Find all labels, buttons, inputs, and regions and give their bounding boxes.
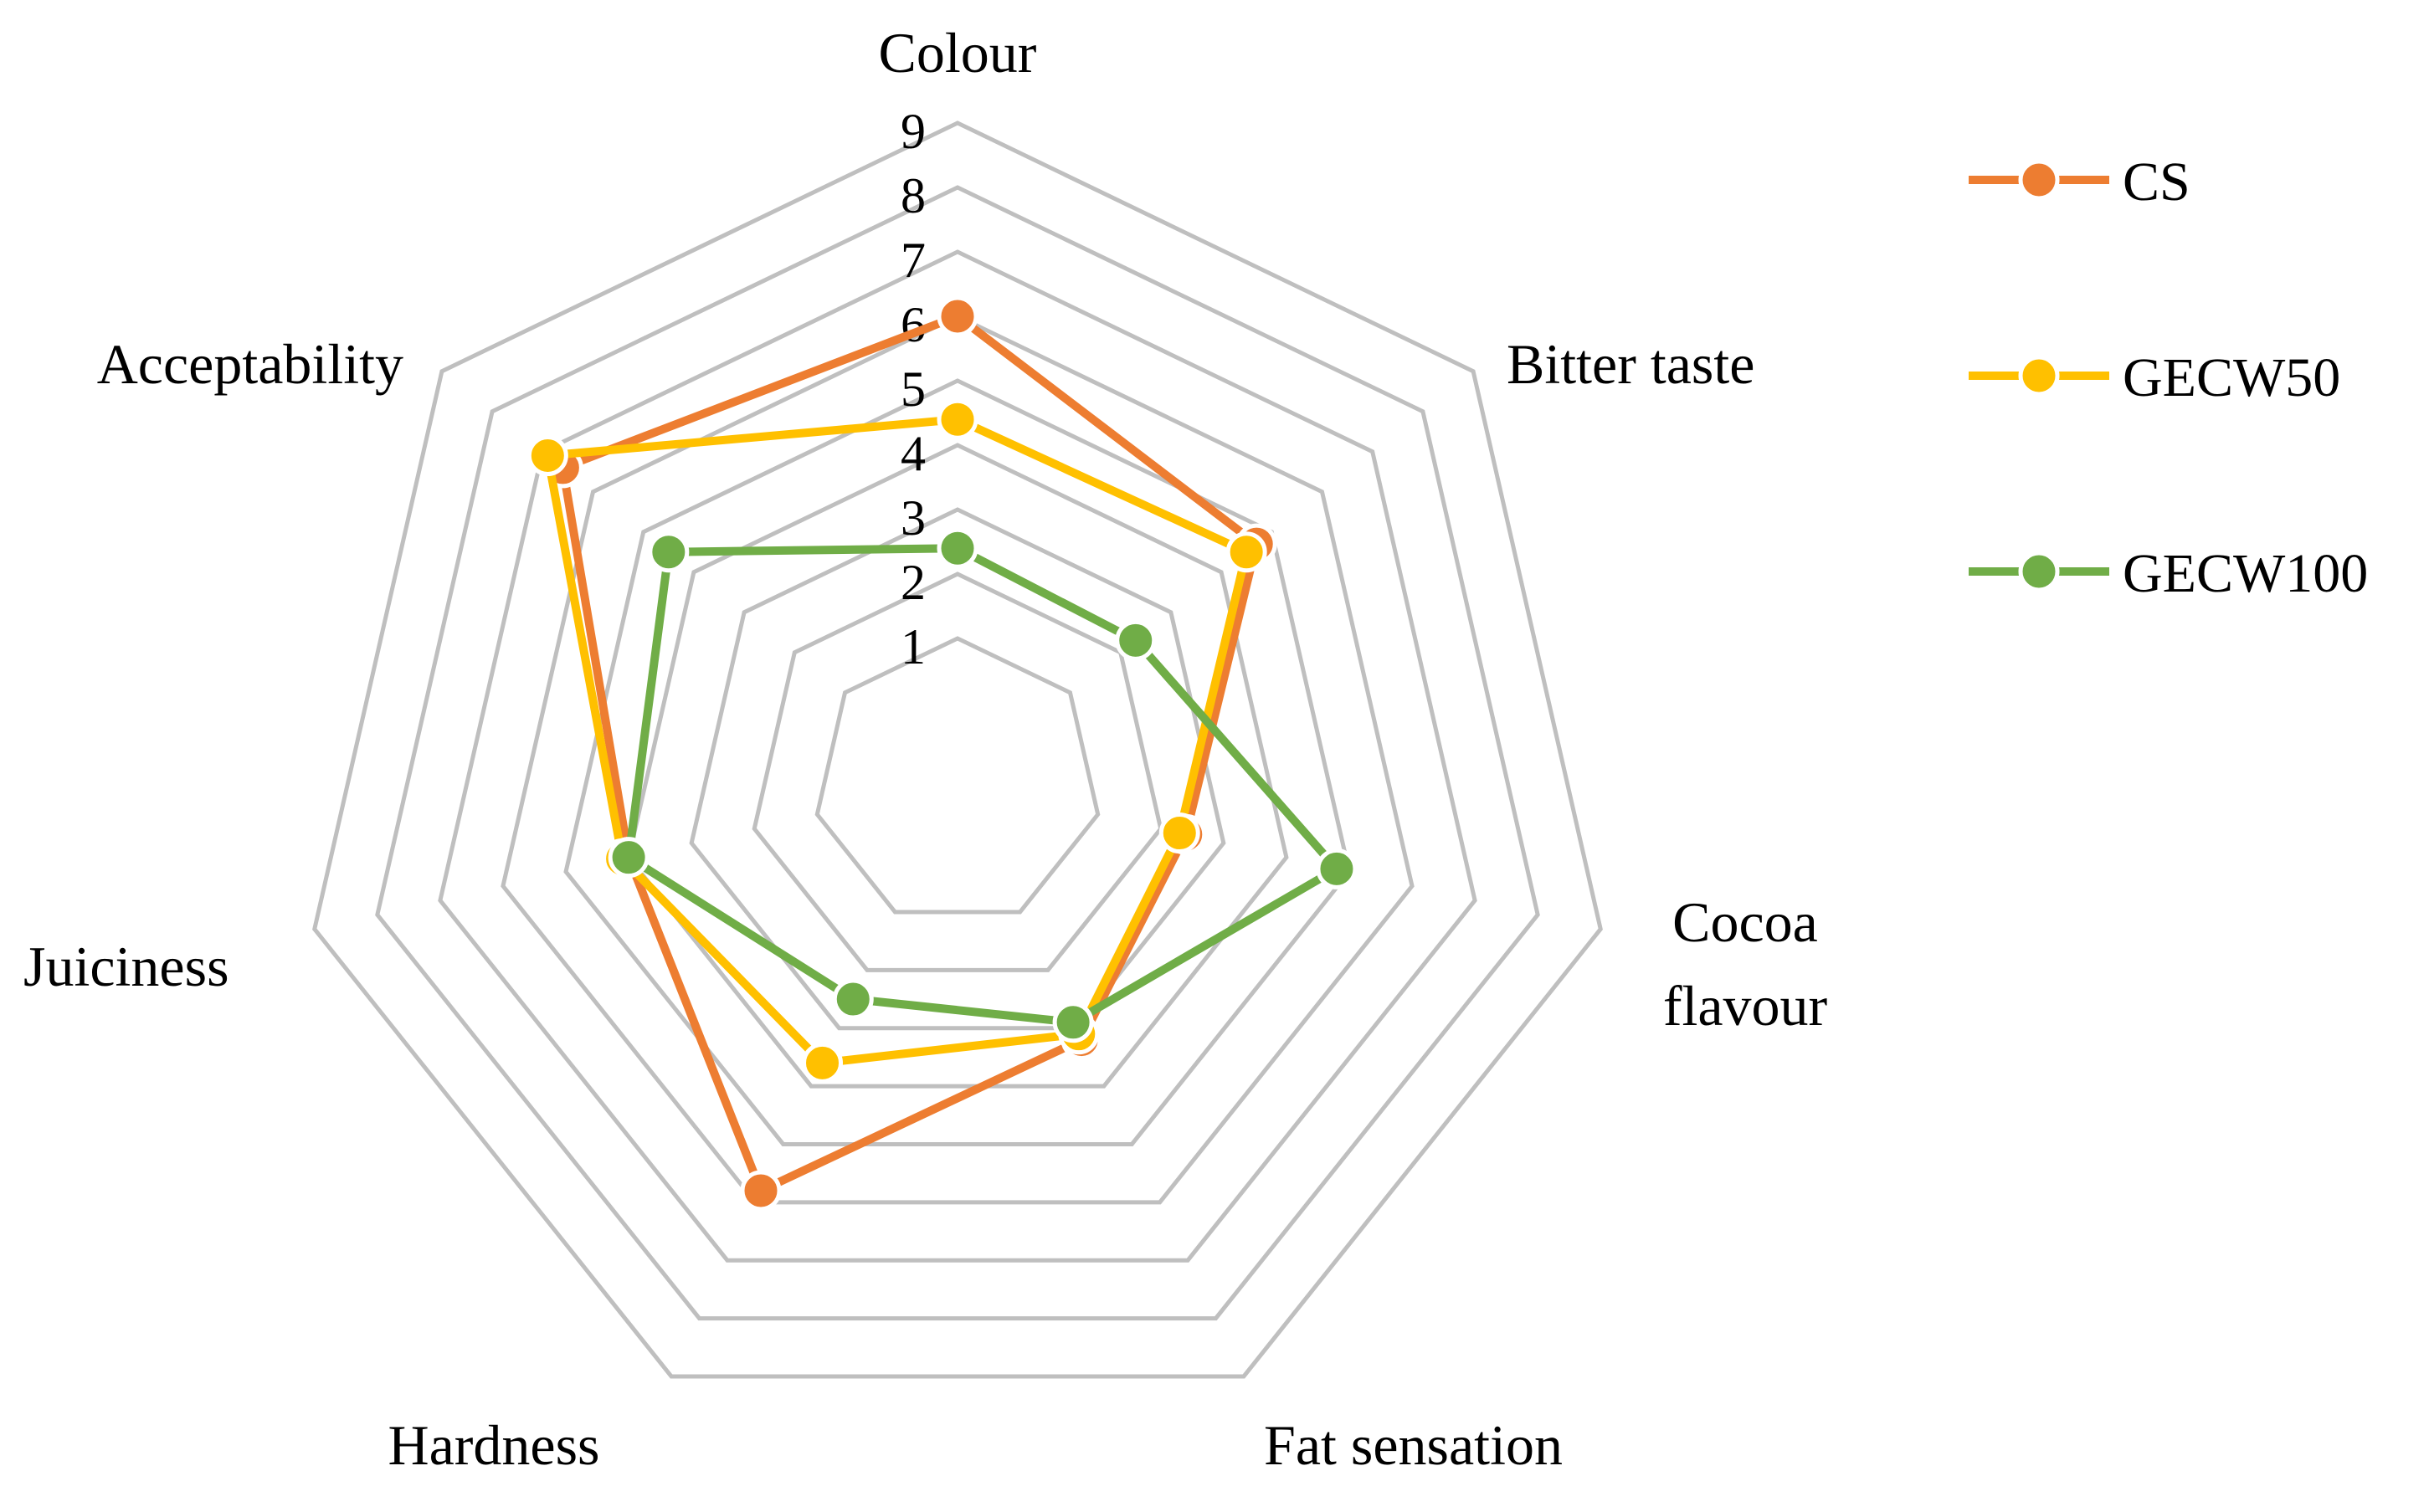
data-point-gecw50	[1158, 812, 1200, 854]
grid-ring-2	[752, 571, 1163, 972]
axis-label: Bitter taste	[1507, 332, 1754, 396]
legend-label: GECW50	[2123, 347, 2340, 408]
tick-label: 5	[901, 361, 926, 417]
data-point-gecw100	[1052, 1002, 1094, 1043]
series-line-gecw50	[543, 415, 1251, 1068]
data-point-gecw100	[832, 978, 874, 1020]
grid-ring-9	[312, 120, 1603, 1379]
tick-label: 3	[901, 490, 926, 546]
data-point-gecw100	[608, 837, 650, 879]
axis-label: flavour	[1663, 974, 1828, 1038]
data-point-gecw100	[648, 531, 690, 573]
series-lines	[526, 295, 1358, 1212]
axis-labels: Colour Bitter taste Cocoa flavour Fat sensat…	[23, 21, 1828, 1477]
grid-ring-7	[438, 249, 1477, 1263]
tick-label: 1	[901, 619, 926, 674]
legend-swatch-marker	[2018, 355, 2060, 397]
grid-ring-1	[814, 636, 1101, 915]
legend-swatch-marker	[2018, 159, 2060, 201]
grid-ring-5	[563, 378, 1352, 1146]
legend: CS GECW50 GECW100	[1969, 151, 2368, 604]
tick-label: 8	[901, 168, 926, 223]
legend-item-cs: CS	[1969, 151, 2190, 213]
grid-rings	[312, 120, 1603, 1379]
series-gecw100	[608, 527, 1358, 1043]
radial-tick-labels: 1 2 3 4 5 6 7 8 9	[901, 104, 926, 674]
legend-label: GECW100	[2123, 543, 2368, 604]
axis-label: Acceptability	[97, 332, 403, 396]
legend-label: CS	[2123, 151, 2190, 213]
data-point-gecw100	[1115, 619, 1157, 661]
legend-item-gecw50: GECW50	[1969, 347, 2340, 408]
axis-label: Fat sensation	[1264, 1413, 1563, 1477]
tick-label: 6	[901, 297, 926, 352]
legend-item-gecw100: GECW100	[1969, 543, 2368, 604]
data-point-gecw50	[802, 1042, 844, 1084]
data-point-gecw100	[1316, 848, 1358, 889]
data-point-gecw50	[526, 435, 568, 477]
tick-label: 7	[901, 233, 926, 288]
data-point-cs	[740, 1170, 782, 1212]
axis-label: Hardness	[388, 1413, 599, 1477]
data-point-gecw100	[937, 527, 978, 569]
data-point-gecw50	[1225, 531, 1267, 573]
axis-label: Cocoa	[1672, 890, 1818, 954]
data-point-cs	[937, 295, 978, 337]
tick-label: 4	[901, 426, 926, 481]
grid-ring-3	[689, 507, 1226, 1031]
legend-swatch-marker	[2018, 551, 2060, 592]
tick-label: 9	[901, 104, 926, 159]
tick-label: 2	[901, 555, 926, 610]
axis-label: Colour	[879, 21, 1037, 85]
series-line-cs	[558, 312, 1261, 1195]
grid-ring-8	[375, 185, 1540, 1321]
axis-label: Juiciness	[23, 935, 229, 998]
series-line-gecw100	[624, 544, 1341, 1027]
data-point-gecw50	[937, 398, 978, 440]
